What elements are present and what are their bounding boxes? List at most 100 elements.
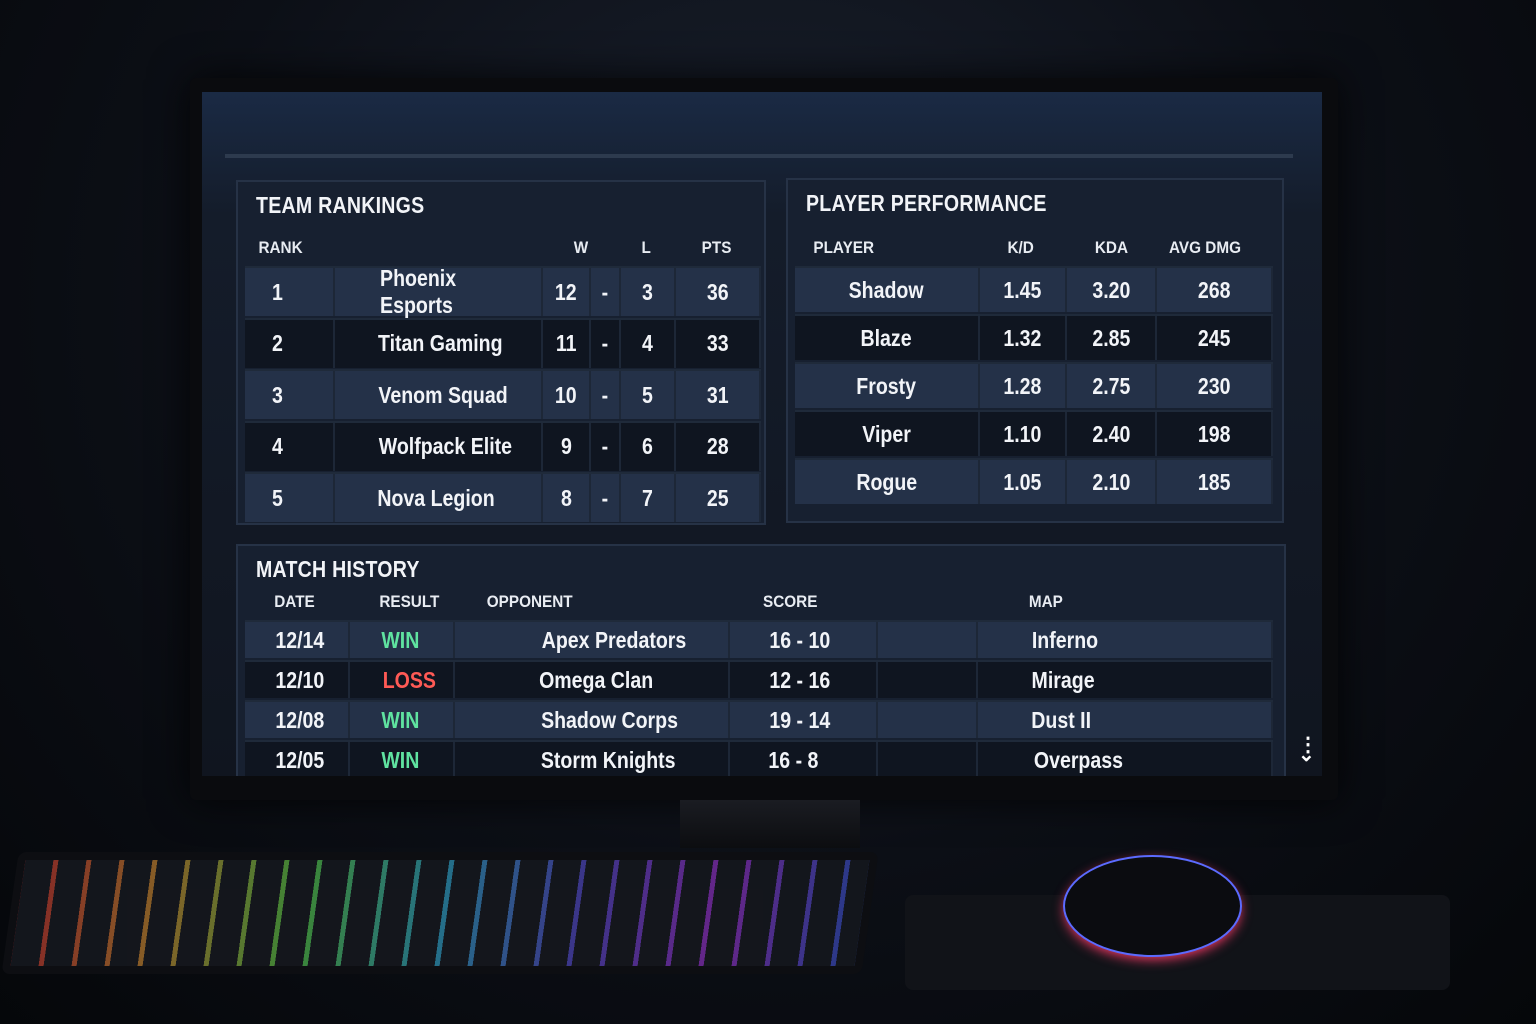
col-rank: RANK: [258, 238, 303, 257]
kd: 1.32: [1003, 324, 1042, 351]
losses-cell: 4: [621, 319, 676, 368]
match-date-cell: 12/14: [245, 622, 350, 658]
player-row: Viper 1.10 2.40 198: [795, 410, 1273, 456]
kda: 2.85: [1091, 324, 1131, 351]
header-divider: [225, 154, 1293, 158]
rank-cell: 5: [245, 474, 335, 522]
opponent-cell: Storm Knights: [455, 742, 730, 776]
kd-cell: 1.45: [980, 268, 1067, 312]
wins-cell: 11: [543, 319, 591, 368]
match-result: LOSS: [382, 666, 436, 693]
col-result: RESULT: [379, 592, 440, 611]
points: 36: [706, 278, 729, 305]
kd: 1.10: [1003, 420, 1042, 447]
rank-cell: 2: [245, 319, 335, 368]
team-row: 5 Nova Legion 8 - 7 25: [245, 472, 761, 522]
panel-title: PLAYER PERFORMANCE: [806, 190, 1047, 216]
opponent: Storm Knights: [540, 746, 676, 773]
separator-cell: -: [591, 319, 621, 368]
col-date: DATE: [274, 592, 315, 611]
team-name: Nova Legion: [377, 484, 495, 511]
map-cell: Inferno: [978, 622, 1273, 658]
player-row: Frosty 1.28 2.75 230: [795, 362, 1273, 408]
vertical-dots-chevron-icon[interactable]: ⋮ ⌄: [1298, 734, 1318, 766]
avg-dmg: 185: [1197, 468, 1231, 495]
losses: 3: [642, 278, 653, 305]
kd: 1.28: [1003, 372, 1042, 399]
kda: 2.10: [1091, 468, 1131, 495]
match-row: 12/10 LOSS Omega Clan 12 - 16 Mirage: [245, 660, 1273, 698]
kd-cell: 1.28: [980, 364, 1067, 408]
col-l: L: [641, 238, 651, 257]
col-player: PLAYER: [813, 238, 875, 257]
losses-cell: 3: [621, 268, 676, 316]
rank: 5: [271, 484, 283, 511]
opponent-cell: Omega Clan: [455, 662, 730, 698]
match-date-cell: 12/05: [245, 742, 350, 776]
wins: 11: [555, 330, 577, 356]
player-name: Rogue: [856, 468, 917, 495]
score: 12 - 16: [769, 666, 831, 693]
avg-dmg-cell: 245: [1157, 316, 1273, 360]
match-date-cell: 12/10: [245, 662, 350, 698]
losses: 7: [642, 484, 653, 511]
kd: 1.05: [1003, 468, 1042, 495]
team-row: 3 Venom Squad 10- 5 31: [245, 369, 761, 419]
player-name: Shadow: [849, 276, 924, 303]
rank-cell: 4: [245, 422, 335, 471]
team-name: Venom Squad: [378, 381, 508, 408]
separator-cell: -: [591, 474, 621, 522]
score: 16 - 8: [768, 746, 819, 773]
blank-cell: [878, 742, 978, 776]
col-w: W: [573, 238, 589, 257]
losses-cell: 6: [621, 422, 676, 471]
blank-cell: [878, 622, 978, 658]
match-date: 12/05: [275, 746, 325, 773]
team-row: 4 Wolfpack Elite 9 - 6 28: [245, 420, 761, 471]
kda-cell: 2.40: [1067, 412, 1157, 456]
map: Inferno: [1031, 626, 1099, 653]
score: 19 - 14: [769, 706, 831, 733]
team-name-cell: Venom Squad: [335, 371, 543, 419]
kda-cell: 3.20: [1067, 268, 1157, 312]
opponent: Omega Clan: [539, 666, 654, 693]
col-opponent: OPPONENT: [486, 592, 573, 611]
player-name-cell: Rogue: [795, 460, 980, 504]
gaming-mouse: [1065, 857, 1240, 955]
separator: -: [601, 433, 609, 459]
kda: 3.20: [1091, 276, 1131, 303]
map-cell: Dust II: [978, 702, 1273, 738]
losses-cell: 5: [621, 371, 676, 419]
score: 16 - 10: [769, 626, 831, 653]
losses-cell: 7: [621, 474, 676, 522]
score-cell: 16 - 8: [730, 742, 878, 776]
opponent-cell: Apex Predators: [455, 622, 730, 658]
map: Mirage: [1031, 666, 1095, 693]
points: 33: [706, 330, 729, 356]
team-name: Phoenix Esports: [380, 265, 457, 318]
avg-dmg: 245: [1197, 324, 1231, 351]
separator: -: [601, 381, 609, 408]
kd-cell: 1.10: [980, 412, 1067, 456]
kd-cell: 1.05: [980, 460, 1067, 504]
map-cell: Mirage: [978, 662, 1273, 698]
wins-cell: 8: [543, 474, 591, 522]
match-date: 12/14: [275, 626, 325, 653]
map-cell: Overpass: [978, 742, 1273, 776]
points: 28: [706, 433, 729, 459]
player-name: Frosty: [856, 372, 917, 399]
player-row: Shadow 1.45 3.20 268: [795, 266, 1273, 312]
kda-cell: 2.85: [1067, 316, 1157, 360]
team-name: Wolfpack Elite: [378, 433, 513, 459]
score-cell: 19 - 14: [730, 702, 878, 738]
map: Dust II: [1031, 706, 1092, 733]
kd-cell: 1.32: [980, 316, 1067, 360]
team-row: 1 Phoenix Esports 12- 3 36: [245, 265, 761, 318]
match-result: WIN: [381, 626, 420, 653]
match-row: 12/05 WIN Storm Knights 16 - 8 Overpass: [245, 740, 1273, 776]
opponent: Shadow Corps: [541, 706, 678, 733]
kd: 1.45: [1003, 276, 1042, 303]
avg-dmg: 198: [1197, 420, 1231, 447]
wins-cell: 12: [543, 268, 591, 316]
player-name-cell: Shadow: [795, 268, 980, 312]
